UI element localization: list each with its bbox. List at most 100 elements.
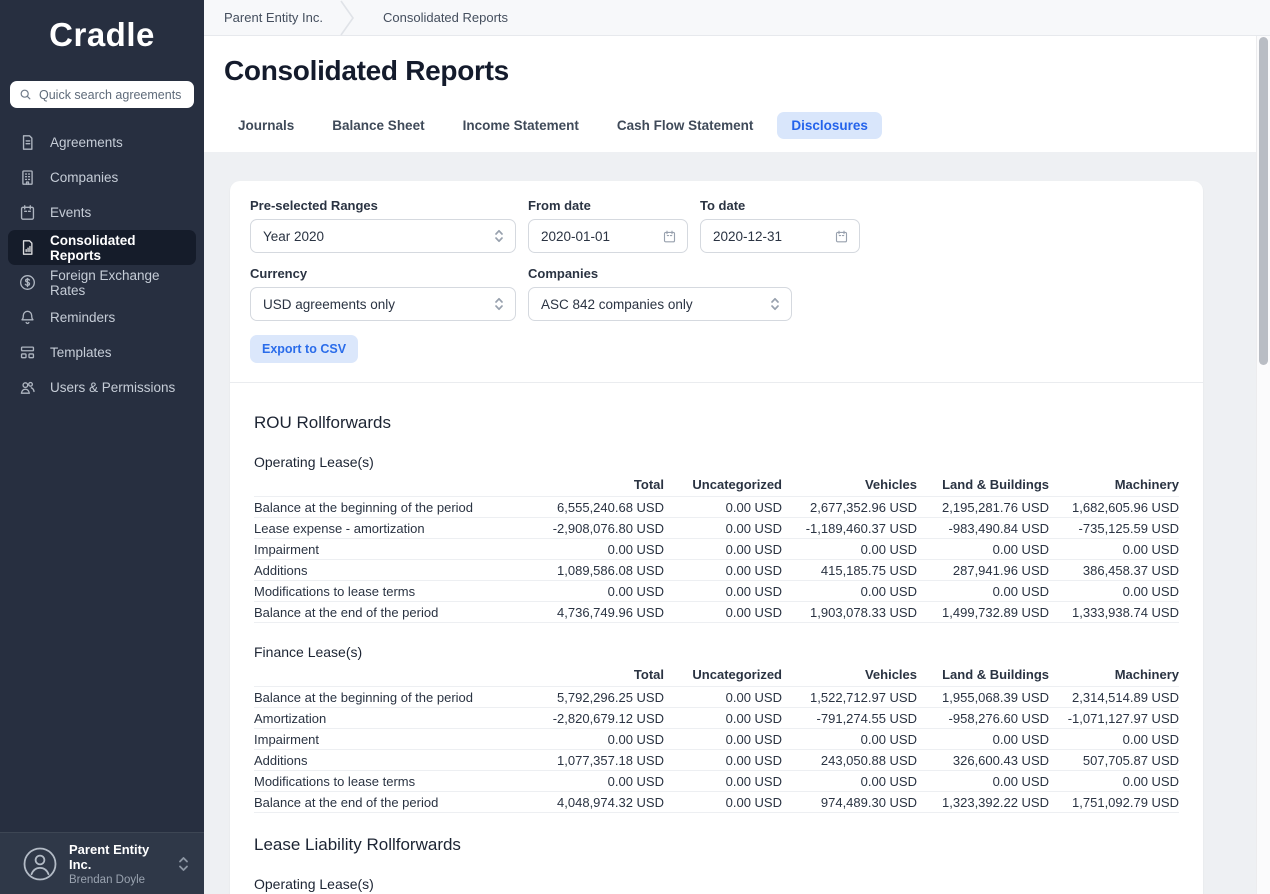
section-title-rou-rollforwards: ROU Rollforwards bbox=[254, 413, 1179, 433]
row-label: Amortization bbox=[254, 708, 499, 729]
table-row: Modifications to lease terms0.00 USD0.00… bbox=[254, 581, 1179, 602]
table-row: Balance at the end of the period4,736,74… bbox=[254, 602, 1179, 623]
row-value: 0.00 USD bbox=[917, 771, 1049, 792]
content-area: Pre-selected Ranges Year 2020 From date bbox=[204, 152, 1270, 894]
row-value: 386,458.37 USD bbox=[1049, 560, 1179, 581]
row-value: 1,955,068.39 USD bbox=[917, 687, 1049, 708]
sidebar-item-consolidated-reports[interactable]: Consolidated Reports bbox=[8, 230, 196, 265]
app-logo: Cradle bbox=[0, 16, 204, 54]
row-value: -735,125.59 USD bbox=[1049, 518, 1179, 539]
table-row: Balance at the beginning of the period5,… bbox=[254, 687, 1179, 708]
table-subtitle-finance-lease-s: Finance Lease(s) bbox=[254, 644, 1179, 660]
row-label: Balance at the beginning of the period bbox=[254, 497, 499, 518]
from-date-label: From date bbox=[528, 198, 688, 213]
column-header-uncategorized: Uncategorized bbox=[664, 665, 782, 687]
row-value: 0.00 USD bbox=[1049, 539, 1179, 560]
disclosures-report: ROU Rollforwards Operating Lease(s) TotalU… bbox=[230, 383, 1203, 894]
table-row: Amortization-2,820,679.12 USD0.00 USD-79… bbox=[254, 708, 1179, 729]
to-date-input[interactable]: 2020-12-31 bbox=[700, 219, 860, 253]
row-value: 0.00 USD bbox=[499, 581, 664, 602]
sidebar-item-users-permissions[interactable]: Users & Permissions bbox=[8, 370, 196, 405]
table-row: Impairment0.00 USD0.00 USD0.00 USD0.00 U… bbox=[254, 729, 1179, 750]
table-header-row: TotalUncategorizedVehiclesLand & Buildin… bbox=[254, 665, 1179, 687]
breadcrumb-item-page[interactable]: Consolidated Reports bbox=[383, 10, 524, 25]
scrollbar-thumb[interactable] bbox=[1259, 37, 1268, 365]
tab-balance-sheet[interactable]: Balance Sheet bbox=[318, 112, 438, 139]
from-date-input[interactable]: 2020-01-01 bbox=[528, 219, 688, 253]
sidebar: Cradle AgreementsCompaniesEventsConsolid… bbox=[0, 0, 204, 894]
row-value: 0.00 USD bbox=[499, 539, 664, 560]
row-label: Balance at the beginning of the period bbox=[254, 687, 499, 708]
rollforward-table-rou-rollforwards-finance-lease-s: TotalUncategorizedVehiclesLand & Buildin… bbox=[254, 665, 1179, 813]
row-value: 0.00 USD bbox=[664, 708, 782, 729]
row-value: 0.00 USD bbox=[917, 729, 1049, 750]
sidebar-item-foreign-exchange-rates[interactable]: Foreign Exchange Rates bbox=[8, 265, 196, 300]
breadcrumb: Parent Entity Inc. Consolidated Reports bbox=[204, 0, 1270, 36]
row-value: 0.00 USD bbox=[664, 750, 782, 771]
row-label: Balance at the end of the period bbox=[254, 602, 499, 623]
column-header-vehicles: Vehicles bbox=[782, 475, 917, 497]
document-icon bbox=[18, 133, 37, 152]
sidebar-item-agreements[interactable]: Agreements bbox=[8, 125, 196, 160]
row-value: 0.00 USD bbox=[1049, 729, 1179, 750]
row-value: 507,705.87 USD bbox=[1049, 750, 1179, 771]
rollforward-table-rou-rollforwards-operating-lease-s: TotalUncategorizedVehiclesLand & Buildin… bbox=[254, 475, 1179, 623]
tab-cash-flow-statement[interactable]: Cash Flow Statement bbox=[603, 112, 768, 139]
row-value: -1,071,127.97 USD bbox=[1049, 708, 1179, 729]
row-value: 0.00 USD bbox=[1049, 771, 1179, 792]
row-value: 0.00 USD bbox=[664, 729, 782, 750]
sidebar-item-reminders[interactable]: Reminders bbox=[8, 300, 196, 335]
breadcrumb-chevron-icon bbox=[339, 0, 355, 36]
dollar-circle-icon bbox=[18, 273, 37, 292]
row-value: 1,682,605.96 USD bbox=[1049, 497, 1179, 518]
row-value: 0.00 USD bbox=[782, 539, 917, 560]
row-value: 0.00 USD bbox=[499, 729, 664, 750]
tab-income-statement[interactable]: Income Statement bbox=[449, 112, 593, 139]
row-value: 1,522,712.97 USD bbox=[782, 687, 917, 708]
table-header-row: TotalUncategorizedVehiclesLand & Buildin… bbox=[254, 475, 1179, 497]
sidebar-item-companies[interactable]: Companies bbox=[8, 160, 196, 195]
currency-label: Currency bbox=[250, 266, 516, 281]
search-input[interactable] bbox=[39, 88, 185, 102]
table-row: Balance at the beginning of the period6,… bbox=[254, 497, 1179, 518]
chevron-up-down-icon bbox=[177, 854, 190, 874]
calendar-icon bbox=[834, 229, 849, 244]
row-label: Modifications to lease terms bbox=[254, 771, 499, 792]
row-value: 0.00 USD bbox=[782, 581, 917, 602]
row-value: 4,048,974.32 USD bbox=[499, 792, 664, 813]
column-header-machinery: Machinery bbox=[1049, 665, 1179, 687]
row-value: 1,323,392.22 USD bbox=[917, 792, 1049, 813]
column-header-land-buildings: Land & Buildings bbox=[917, 665, 1049, 687]
quick-search-box[interactable] bbox=[10, 81, 194, 108]
row-value: 0.00 USD bbox=[664, 602, 782, 623]
row-value: 243,050.88 USD bbox=[782, 750, 917, 771]
search-icon bbox=[19, 88, 32, 101]
row-value: 1,333,938.74 USD bbox=[1049, 602, 1179, 623]
table-subtitle-operating-lease-s: Operating Lease(s) bbox=[254, 876, 1179, 892]
range-select[interactable]: Year 2020 bbox=[250, 219, 516, 253]
export-csv-button[interactable]: Export to CSV bbox=[250, 335, 358, 363]
column-header-empty bbox=[254, 665, 499, 687]
tab-journals[interactable]: Journals bbox=[224, 112, 308, 139]
row-value: 0.00 USD bbox=[1049, 581, 1179, 602]
page-header: Consolidated Reports JournalsBalance She… bbox=[204, 36, 1256, 152]
vertical-scrollbar[interactable] bbox=[1256, 36, 1270, 894]
tab-disclosures[interactable]: Disclosures bbox=[777, 112, 882, 139]
row-label: Additions bbox=[254, 750, 499, 771]
row-value: 1,499,732.89 USD bbox=[917, 602, 1049, 623]
sidebar-item-events[interactable]: Events bbox=[8, 195, 196, 230]
currency-select[interactable]: USD agreements only bbox=[250, 287, 516, 321]
calendar-icon bbox=[18, 203, 37, 222]
row-value: 4,736,749.96 USD bbox=[499, 602, 664, 623]
row-value: -791,274.55 USD bbox=[782, 708, 917, 729]
row-label: Impairment bbox=[254, 539, 499, 560]
table-row: Modifications to lease terms0.00 USD0.00… bbox=[254, 771, 1179, 792]
row-value: 0.00 USD bbox=[499, 771, 664, 792]
report-card: Pre-selected Ranges Year 2020 From date bbox=[230, 181, 1203, 894]
row-label: Modifications to lease terms bbox=[254, 581, 499, 602]
breadcrumb-item-company[interactable]: Parent Entity Inc. bbox=[224, 10, 339, 25]
account-switcher[interactable]: Parent Entity Inc. Brendan Doyle bbox=[0, 832, 204, 894]
sidebar-item-templates[interactable]: Templates bbox=[8, 335, 196, 370]
companies-select[interactable]: ASC 842 companies only bbox=[528, 287, 792, 321]
row-value: 326,600.43 USD bbox=[917, 750, 1049, 771]
